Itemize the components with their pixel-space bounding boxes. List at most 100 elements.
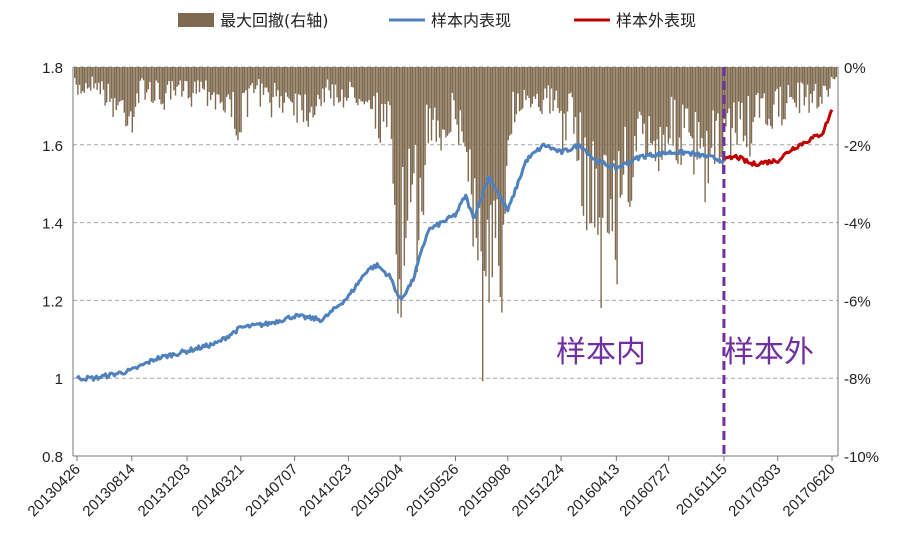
drawdown-bar <box>133 67 135 117</box>
drawdown-bar <box>808 67 810 113</box>
drawdown-bar <box>179 67 181 81</box>
drawdown-bar <box>293 67 295 116</box>
drawdown-bar <box>182 67 185 91</box>
drawdown-bar <box>166 67 169 85</box>
drawdown-bar <box>216 67 218 95</box>
drawdown-bar <box>438 67 441 138</box>
drawdown-bar <box>202 67 204 89</box>
legend-label-in-sample: 样本内表现 <box>431 11 511 30</box>
drawdown-bar <box>318 67 321 100</box>
drawdown-bar <box>542 67 545 100</box>
drawdown-bar <box>323 67 325 103</box>
drawdown-bar <box>582 67 585 216</box>
drawdown-bar <box>726 67 729 114</box>
drawdown-bar <box>162 67 164 104</box>
x-tick-label: 20141023 <box>296 461 355 520</box>
drawdown-bar <box>485 67 487 277</box>
x-axis-ticks: 2013042620130814201312032014032120140707… <box>25 456 839 520</box>
drawdown-bar <box>368 67 370 100</box>
y2-tick-label: -4% <box>844 216 871 233</box>
drawdown-bar <box>798 67 801 113</box>
drawdown-bar <box>189 67 191 98</box>
drawdown-bar <box>384 67 386 104</box>
drawdown-bar <box>389 67 391 106</box>
drawdown-bar <box>144 67 146 100</box>
drawdown-bar <box>270 67 273 118</box>
drawdown-bar <box>86 67 89 89</box>
drawdown-bar <box>286 67 289 97</box>
drawdown-bar <box>437 67 439 121</box>
drawdown-bar <box>299 67 301 96</box>
drawdown-bar <box>806 67 809 85</box>
drawdown-bar <box>558 67 561 113</box>
drawdown-bar <box>101 67 103 82</box>
drawdown-bar <box>816 67 818 109</box>
drawdown-bar <box>221 67 223 102</box>
drawdown-bar <box>93 67 95 89</box>
drawdown-bar <box>694 67 697 113</box>
drawdown-bar <box>96 67 98 90</box>
drawdown-bar <box>74 67 76 78</box>
drawdown-bar <box>590 67 593 224</box>
drawdown-bar <box>581 67 583 206</box>
drawdown-bar <box>528 67 530 98</box>
drawdown-bar <box>611 67 613 232</box>
drawdown-bar <box>107 67 109 84</box>
drawdown-bar <box>814 67 817 84</box>
drawdown-bar <box>205 67 207 81</box>
drawdown-bar <box>406 67 409 221</box>
drawdown-bar <box>450 67 452 132</box>
drawdown-bar <box>448 67 450 134</box>
drawdown-bar <box>517 67 519 94</box>
drawdown-bar <box>256 67 258 86</box>
drawdown-bar <box>211 67 213 95</box>
drawdown-bar <box>114 67 116 98</box>
drawdown-bar <box>219 67 221 104</box>
drawdown-bar <box>194 67 196 82</box>
drawdown-bar <box>829 67 831 89</box>
x-tick-label: 20170620 <box>780 461 839 520</box>
drawdown-bar <box>765 67 767 125</box>
drawdown-bar <box>210 67 212 101</box>
drawdown-bar <box>427 67 429 144</box>
drawdown-bar <box>570 67 572 93</box>
drawdown-bar <box>546 67 548 99</box>
drawdown-bar <box>112 67 114 117</box>
drawdown-bar <box>146 67 148 93</box>
drawdown-bar <box>638 67 641 112</box>
drawdown-bar <box>645 67 647 160</box>
y-tick-label: 1 <box>55 371 63 388</box>
legend-label-drawdown: 最大回撤(右轴) <box>220 11 329 30</box>
drawdown-bar <box>402 67 404 167</box>
right-axis-ticks: 0% -2% -4% -6% -8% -10% <box>844 60 879 466</box>
drawdown-bar <box>445 67 447 138</box>
drawdown-bar <box>821 67 823 104</box>
drawdown-bar <box>826 67 828 91</box>
drawdown-bar <box>136 67 138 94</box>
drawdown-bar <box>358 67 361 99</box>
drawdown-bar <box>686 67 689 109</box>
x-tick-label: 20131203 <box>135 461 194 520</box>
x-tick-label: 20150908 <box>455 461 514 520</box>
drawdown-bar <box>200 67 202 82</box>
drawdown-bar <box>523 67 525 90</box>
drawdown-bar <box>461 67 463 132</box>
drawdown-bar <box>830 67 833 77</box>
drawdown-bar <box>366 67 369 103</box>
drawdown-bar <box>763 67 765 94</box>
drawdown-bar <box>334 67 337 85</box>
drawdown-bar <box>134 67 137 107</box>
drawdown-bar <box>795 67 797 108</box>
drawdown-bar <box>584 67 586 138</box>
drawdown-bar <box>414 67 417 145</box>
drawdown-bar <box>226 67 228 97</box>
drawdown-bar <box>214 67 217 110</box>
drawdown-bar <box>312 67 314 118</box>
drawdown-bar <box>294 67 297 94</box>
drawdown-bar <box>621 67 623 195</box>
drawdown-bar <box>648 67 650 117</box>
drawdown-bar <box>224 67 226 113</box>
drawdown-bar <box>246 67 249 117</box>
drawdown-bar <box>486 67 489 220</box>
drawdown-bar <box>125 67 127 127</box>
